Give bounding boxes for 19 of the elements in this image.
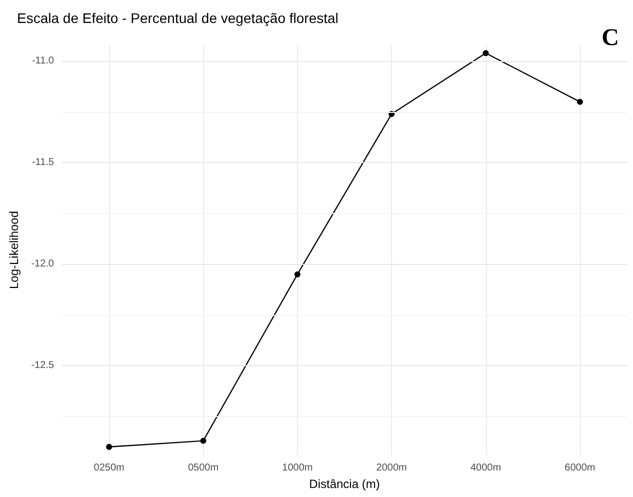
point: [576, 98, 583, 105]
x-axis-title: Distância (m): [309, 476, 380, 491]
x-tick-label: 6000m: [564, 462, 596, 474]
point: [482, 50, 489, 56]
x-tick-label: 1000m: [282, 462, 313, 474]
x-tick-label: 4000m: [470, 462, 502, 474]
y-tick-label: -12.5: [31, 360, 54, 372]
x-tick-label: 0500m: [188, 462, 219, 474]
point: [294, 271, 300, 278]
y-tick-label: -11.5: [32, 157, 54, 168]
y-tick-label: -11.0: [32, 56, 54, 67]
y-axis-title: Log-Likelihood: [7, 210, 21, 290]
chart-title: Escala de Efeito - Percentual de vegetação florestal: [17, 10, 338, 26]
x-tick-label: 2000m: [376, 462, 407, 474]
point: [106, 444, 112, 450]
point: [200, 438, 206, 444]
x-tick-label: 0250m: [94, 462, 124, 474]
annotation: C: [602, 25, 620, 51]
y-tick-label: -12.0: [31, 258, 54, 270]
